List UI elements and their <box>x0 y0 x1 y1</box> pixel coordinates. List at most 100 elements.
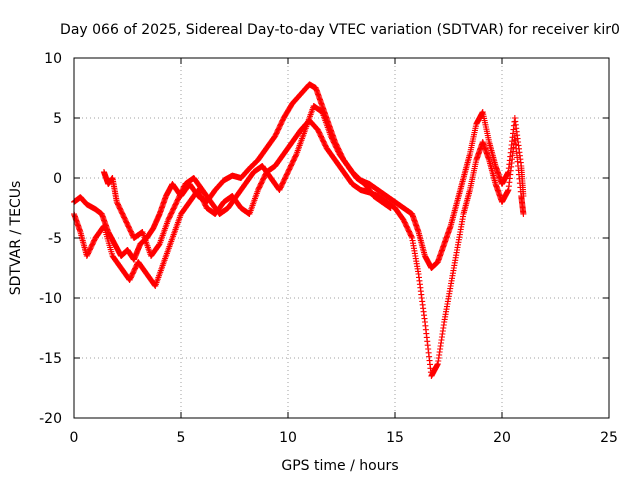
data-point <box>100 223 107 230</box>
data-point <box>281 175 288 182</box>
data-point <box>85 250 92 257</box>
chart-title: Day 066 of 2025, Sidereal Day-to-day VTE… <box>60 22 620 38</box>
data-point <box>171 204 178 211</box>
data-point <box>277 122 284 129</box>
data-point <box>177 191 184 198</box>
data-point <box>329 135 336 142</box>
data-point <box>318 133 325 140</box>
x-axis-label: GPS time / hours <box>281 458 398 474</box>
x-tick-label: 20 <box>493 430 511 446</box>
data-point <box>180 184 187 191</box>
data-point <box>405 227 412 234</box>
data-point <box>122 218 129 225</box>
grid-lines <box>74 58 609 418</box>
data-point <box>258 179 265 186</box>
data-point <box>259 178 266 184</box>
data-point <box>174 196 181 203</box>
data-point <box>255 187 262 193</box>
data-point <box>282 174 289 181</box>
data-point <box>277 121 284 128</box>
data-point <box>291 156 298 163</box>
data-point <box>274 127 281 134</box>
data-point <box>118 208 125 214</box>
data-point <box>280 179 287 186</box>
data-point <box>87 245 94 252</box>
data-point <box>292 153 299 160</box>
data-point <box>173 199 180 205</box>
data-point <box>277 185 284 192</box>
data-point <box>320 138 327 145</box>
data-point <box>167 211 174 218</box>
data-point <box>321 139 328 146</box>
data-point <box>126 226 133 232</box>
data-point <box>403 223 410 230</box>
data-point <box>407 231 414 238</box>
data-point <box>88 244 95 250</box>
data-point <box>281 176 288 183</box>
data-point <box>400 217 407 223</box>
data-point <box>256 183 263 190</box>
data-point <box>278 183 285 190</box>
data-point <box>259 176 266 183</box>
data-point <box>165 217 172 223</box>
y-tick-label: 0 <box>53 171 62 187</box>
data-point <box>120 213 127 220</box>
data-point <box>404 224 411 231</box>
data-point <box>176 193 183 200</box>
data-point <box>387 205 394 211</box>
data-point <box>155 241 162 248</box>
data-point <box>319 137 326 144</box>
data-point <box>408 233 415 240</box>
data-point <box>289 160 296 166</box>
data-point <box>124 220 131 227</box>
data-point <box>201 201 208 208</box>
data-point <box>90 238 97 245</box>
data-point <box>331 140 338 147</box>
data-point <box>171 202 178 209</box>
data-point <box>284 170 291 177</box>
data-point <box>125 223 132 230</box>
data-points <box>71 81 527 379</box>
data-point <box>322 142 329 149</box>
data-point <box>255 185 262 192</box>
data-point <box>319 136 326 142</box>
data-point <box>169 208 176 214</box>
series-track-a <box>71 81 527 271</box>
data-point <box>198 193 205 200</box>
data-point <box>198 194 205 201</box>
data-point <box>316 130 323 137</box>
data-point <box>178 190 184 196</box>
data-point <box>278 181 285 188</box>
data-point <box>283 172 290 179</box>
x-tick-label: 0 <box>70 430 79 446</box>
data-point <box>279 180 286 187</box>
data-point <box>404 226 411 232</box>
data-point <box>402 220 409 227</box>
data-point <box>86 246 93 253</box>
data-point <box>277 184 284 191</box>
data-point <box>279 117 286 124</box>
data-point <box>260 175 267 182</box>
data-point <box>318 134 325 141</box>
data-point <box>170 205 177 212</box>
data-point <box>332 142 339 148</box>
data-point <box>174 197 181 204</box>
data-point <box>126 277 133 283</box>
data-point <box>166 213 173 220</box>
data-point <box>118 209 125 216</box>
series-track-c <box>100 103 394 259</box>
data-point <box>288 161 295 168</box>
data-point <box>115 201 122 208</box>
data-point <box>278 120 285 127</box>
data-point <box>121 215 128 222</box>
data-point <box>520 211 527 217</box>
data-point <box>129 270 136 277</box>
y-axis-label: SDTVAR / TECUs <box>8 181 24 296</box>
data-point <box>286 166 293 173</box>
data-point <box>83 253 90 259</box>
data-point <box>89 240 96 247</box>
data-point <box>200 198 207 205</box>
plot-frame <box>73 57 610 419</box>
data-point <box>272 133 279 139</box>
data-point <box>132 265 139 272</box>
